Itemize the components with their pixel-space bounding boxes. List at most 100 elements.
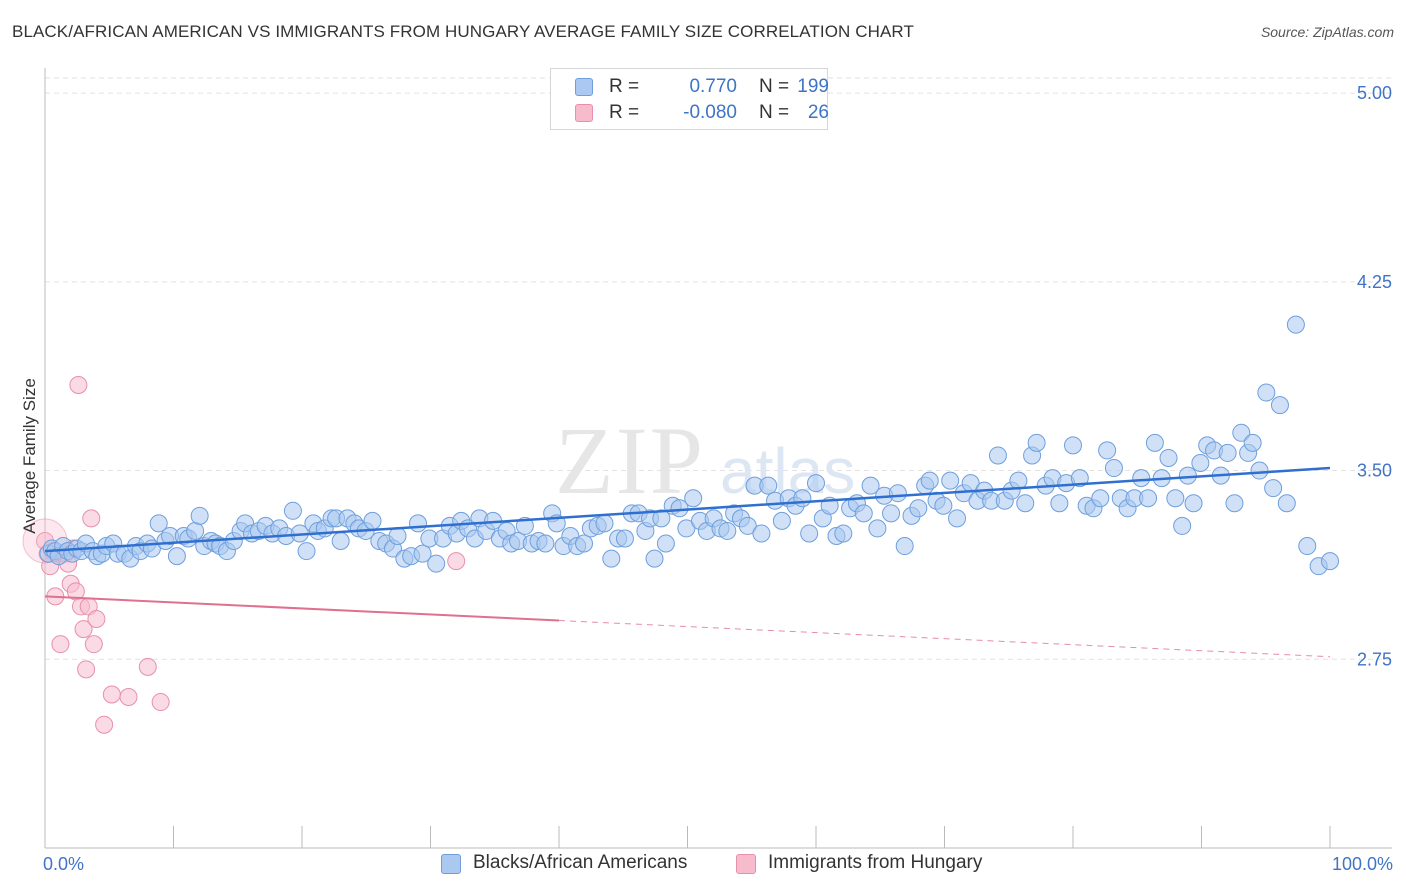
axes: [44, 68, 1392, 849]
black-points: [39, 315, 1339, 576]
y-tick-label: 3.50: [1357, 461, 1392, 481]
black-point: [1159, 448, 1178, 467]
black-point: [882, 504, 901, 523]
black-point: [1321, 552, 1339, 571]
black-point: [684, 489, 703, 508]
black-point: [1225, 494, 1244, 513]
black-point: [1218, 443, 1237, 462]
black-point: [1277, 494, 1296, 513]
black-point: [854, 504, 873, 523]
pink-swatch: [575, 104, 593, 122]
black-point: [1166, 489, 1185, 508]
black-point: [752, 524, 771, 543]
black-point: [895, 537, 914, 556]
black-point: [595, 514, 614, 533]
black-point: [1139, 489, 1158, 508]
chart-title: BLACK/AFRICAN AMERICAN VS IMMIGRANTS FRO…: [12, 22, 914, 41]
black-point: [1298, 537, 1317, 556]
black-point: [1264, 479, 1283, 498]
legend-label: Immigrants from Hungary: [768, 852, 983, 873]
hungary-point: [84, 635, 103, 654]
n-label: N =: [759, 102, 790, 123]
black-point: [800, 524, 819, 543]
black-point: [759, 476, 778, 495]
black-point: [909, 499, 928, 518]
black-point: [1257, 383, 1276, 402]
black-point: [1232, 423, 1251, 442]
black-point: [920, 471, 939, 490]
n-value: 199: [797, 76, 829, 97]
tick-labels: 2.75 3.50 4.25 5.00 0.0% 100.0%: [43, 83, 1393, 874]
pink-swatch: [736, 854, 756, 874]
black-point: [1016, 494, 1035, 513]
black-point: [331, 532, 350, 551]
black-point: [656, 534, 675, 553]
black-point: [934, 496, 953, 515]
trend-lines: [44, 466, 1331, 658]
black-point: [536, 534, 555, 553]
r-value: -0.080: [683, 102, 737, 123]
hungary-point: [69, 375, 88, 394]
black-point: [807, 474, 825, 493]
black-point: [645, 549, 664, 568]
n-label: N =: [759, 76, 790, 97]
hungary-point: [82, 509, 101, 528]
hungary-point: [119, 688, 138, 707]
black-point: [283, 501, 302, 520]
black-point: [1098, 441, 1117, 460]
black-point: [1027, 433, 1046, 452]
black-point: [677, 519, 696, 538]
hungary-point: [74, 620, 93, 639]
black-point: [888, 484, 907, 503]
black-point: [427, 554, 446, 573]
black-point: [297, 542, 316, 561]
black-point: [1250, 461, 1269, 480]
hungary-point: [151, 693, 170, 712]
watermark-zip: ZIP: [555, 407, 705, 514]
black-point: [1132, 469, 1151, 488]
black-point: [1270, 396, 1289, 415]
source-label: Source: ZipAtlas.com: [1260, 24, 1394, 40]
hungary-point: [102, 685, 121, 704]
black-point: [793, 489, 812, 508]
black-point: [615, 529, 634, 548]
hungary-point: [51, 635, 70, 654]
hungary-point: [77, 660, 96, 679]
legend-label: Blacks/African Americans: [473, 852, 688, 873]
black-point: [1243, 433, 1262, 452]
hungary-point: [87, 610, 106, 629]
black-point: [941, 471, 960, 490]
black-point: [190, 506, 209, 525]
black-point: [948, 509, 967, 528]
black-point: [988, 446, 1007, 465]
black-point: [1173, 516, 1192, 535]
black-point: [1286, 315, 1305, 334]
black-point: [408, 514, 427, 533]
black-point: [652, 509, 671, 528]
r-value: 0.770: [689, 76, 737, 97]
blacks-trend-line: [44, 466, 1331, 553]
black-point: [602, 549, 621, 568]
correlation-legend: R = 0.770 N = 199 R = -0.080 N = 26: [550, 68, 829, 130]
black-point: [738, 516, 757, 535]
x-tick-label: 100.0%: [1332, 854, 1393, 874]
x-tick-label: 0.0%: [43, 854, 84, 874]
black-point: [1050, 494, 1069, 513]
black-point: [834, 524, 853, 543]
black-point: [718, 521, 737, 540]
y-tick-label: 2.75: [1357, 649, 1392, 669]
watermark: ZIP atlas: [555, 407, 855, 514]
hungary-point: [447, 552, 466, 571]
blue-swatch: [441, 854, 461, 874]
black-point: [868, 519, 887, 538]
hungary-trend-extension: [558, 620, 1331, 658]
hungary-point: [138, 657, 157, 676]
black-point: [1091, 489, 1110, 508]
n-value: 26: [807, 102, 829, 123]
r-label: R =: [609, 102, 640, 123]
black-point: [515, 516, 534, 535]
black-point: [861, 476, 880, 495]
black-point: [167, 547, 186, 566]
y-axis-title: Average Family Size: [20, 378, 39, 534]
black-point: [1184, 494, 1203, 513]
